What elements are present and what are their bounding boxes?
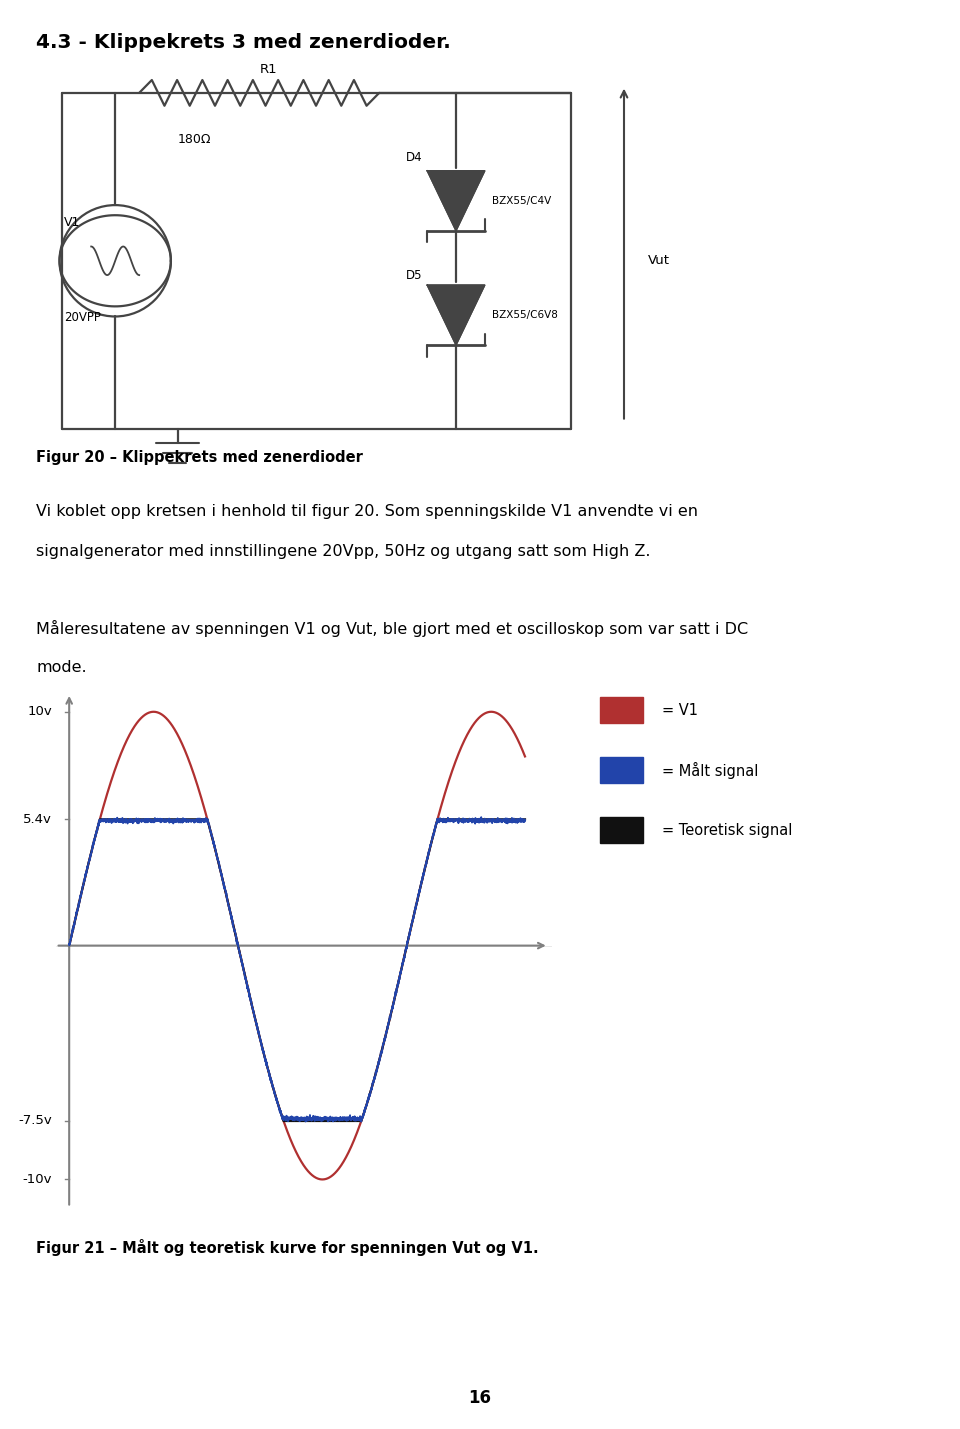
Polygon shape [427,286,485,346]
Text: signalgenerator med innstillingene 20Vpp, 50Hz og utgang satt som High Z.: signalgenerator med innstillingene 20Vpp… [36,544,651,559]
Text: = Teoretisk signal: = Teoretisk signal [662,823,793,837]
Polygon shape [427,171,485,231]
Text: 20VPP: 20VPP [64,312,101,324]
Text: 4.3 - Klippekrets 3 med zenerdioder.: 4.3 - Klippekrets 3 med zenerdioder. [36,33,451,51]
Text: BZX55/C4V: BZX55/C4V [492,196,552,206]
Text: mode.: mode. [36,660,87,674]
Text: Figur 21 – Målt og teoretisk kurve for spenningen Vut og V1.: Figur 21 – Målt og teoretisk kurve for s… [36,1239,540,1256]
Text: Figur 20 – Klippekrets med zenerdioder: Figur 20 – Klippekrets med zenerdioder [36,450,363,464]
Text: = V1: = V1 [662,703,698,717]
Text: 16: 16 [468,1389,492,1406]
Text: V1: V1 [64,216,81,229]
Text: BZX55/C6V8: BZX55/C6V8 [492,310,559,320]
Text: 10v: 10v [28,706,52,719]
Text: D5: D5 [406,269,422,283]
Text: = Målt signal: = Målt signal [662,762,758,779]
Text: D4: D4 [406,150,422,164]
Text: -10v: -10v [23,1173,52,1186]
Text: Måleresultatene av spenningen V1 og Vut, ble gjort med et oscilloskop som var sa: Måleresultatene av spenningen V1 og Vut,… [36,620,749,637]
Text: -7.5v: -7.5v [18,1115,52,1127]
Text: Vi koblet opp kretsen i henhold til figur 20. Som spenningskilde V1 anvendte vi : Vi koblet opp kretsen i henhold til figu… [36,504,699,519]
Text: Vut: Vut [648,254,670,267]
Text: 5.4v: 5.4v [23,813,52,826]
Text: R1: R1 [260,63,277,76]
Text: 180Ω: 180Ω [178,133,211,146]
